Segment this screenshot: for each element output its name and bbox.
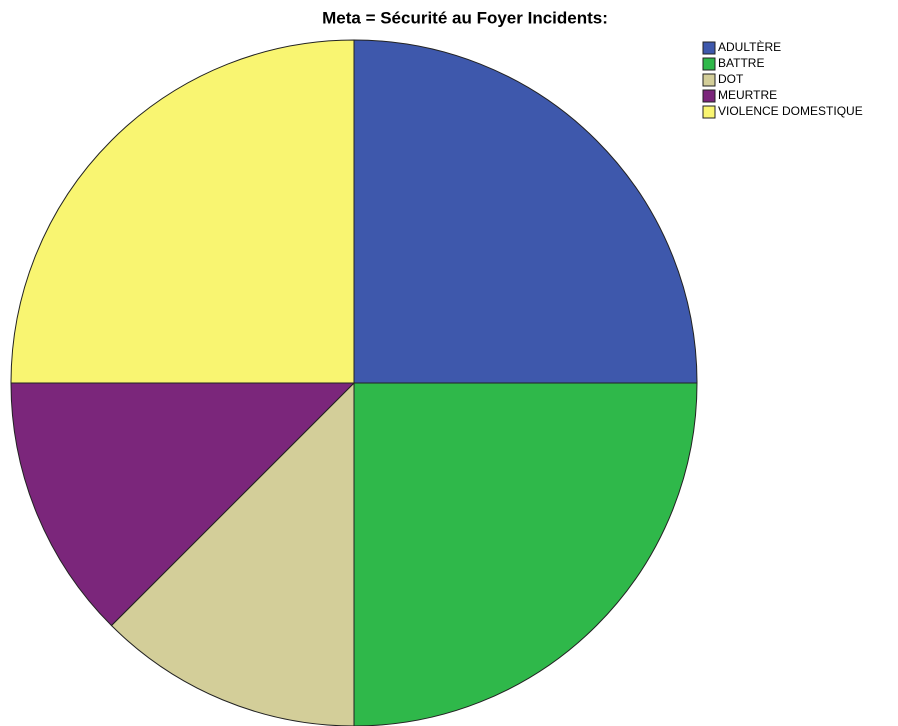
pie-slice bbox=[353, 39, 698, 384]
legend-label: MEURTRE bbox=[718, 88, 777, 102]
legend-label: VIOLENCE DOMESTIQUE bbox=[718, 104, 863, 118]
legend-swatch bbox=[702, 73, 716, 87]
legend-swatch bbox=[702, 89, 716, 103]
legend-swatch bbox=[702, 105, 716, 119]
pie-slice bbox=[10, 39, 355, 384]
chart-title: Meta = Sécurité au Foyer Incidents: bbox=[322, 8, 608, 27]
pie-slice bbox=[353, 382, 698, 726]
legend-label: BATTRE bbox=[718, 56, 764, 70]
legend-swatch bbox=[702, 57, 716, 71]
legend-label: ADULTÈRE bbox=[718, 39, 781, 54]
pie-slice bbox=[110, 381, 355, 726]
legend-label: DOT bbox=[718, 72, 744, 86]
pie-slice bbox=[10, 382, 356, 627]
legend-swatch bbox=[702, 41, 716, 55]
